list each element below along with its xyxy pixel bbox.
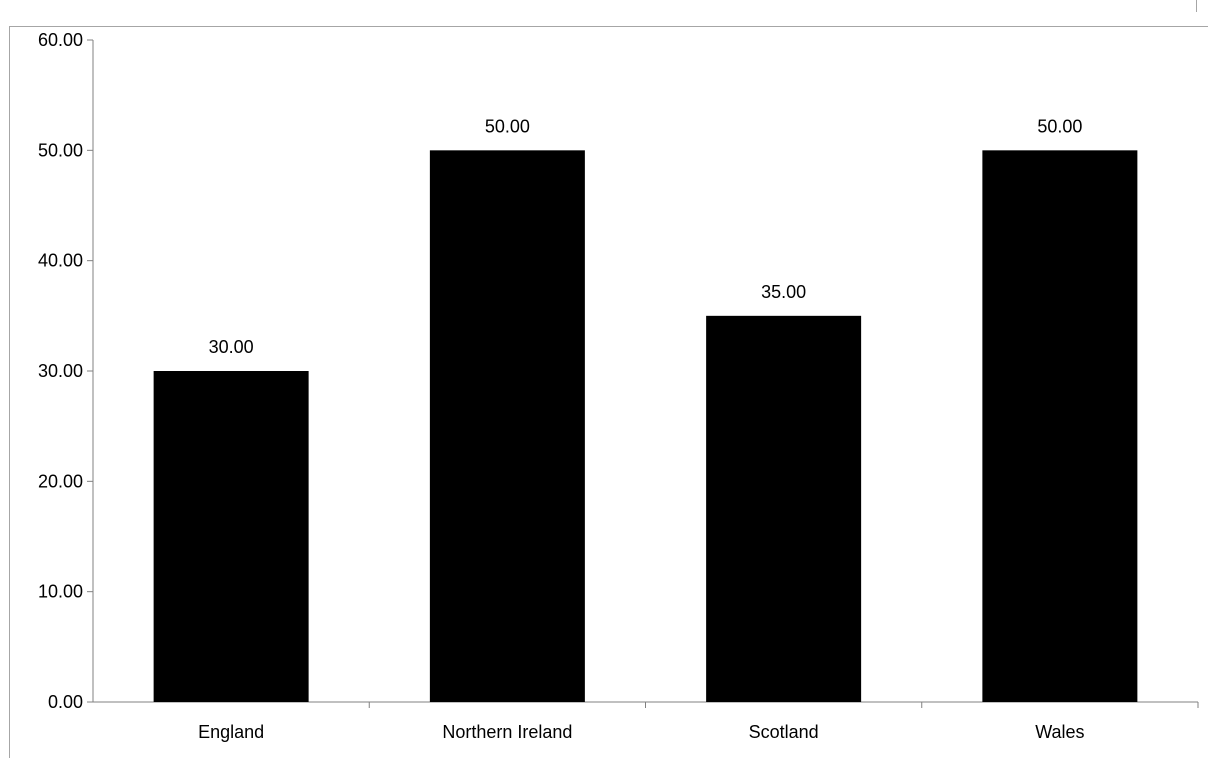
chart-frame xyxy=(9,26,1208,758)
frame-corner-tick xyxy=(1196,0,1197,12)
data-label: 50.00 xyxy=(485,116,530,136)
y-tick-label: 50.00 xyxy=(38,140,83,160)
bar xyxy=(982,150,1138,703)
bar xyxy=(706,315,862,702)
bar xyxy=(429,150,585,703)
y-tick-label: 60.00 xyxy=(38,30,83,50)
x-tick-label: Northern Ireland xyxy=(442,722,572,742)
data-labels: 30.00 50.00 35.00 50.00 xyxy=(209,116,1083,357)
data-label: 50.00 xyxy=(1037,116,1082,136)
x-tick-label: Scotland xyxy=(749,722,819,742)
x-axis: England Northern Ireland Scotland Wales xyxy=(93,701,1199,742)
bar xyxy=(153,371,309,702)
bar-series xyxy=(153,150,1138,703)
y-tick-label: 0.00 xyxy=(48,692,83,712)
y-tick-label: 10.00 xyxy=(38,582,83,602)
y-tick-label: 30.00 xyxy=(38,361,83,381)
x-tick-label: England xyxy=(198,722,264,742)
y-tick-label: 20.00 xyxy=(38,471,83,491)
data-label: 35.00 xyxy=(761,282,806,302)
y-axis: 0.00 10.00 20.00 30.00 40.00 50.00 60.00 xyxy=(38,30,94,712)
data-label: 30.00 xyxy=(209,337,254,357)
x-tick-label: Wales xyxy=(1035,722,1084,742)
y-tick-label: 40.00 xyxy=(38,251,83,271)
